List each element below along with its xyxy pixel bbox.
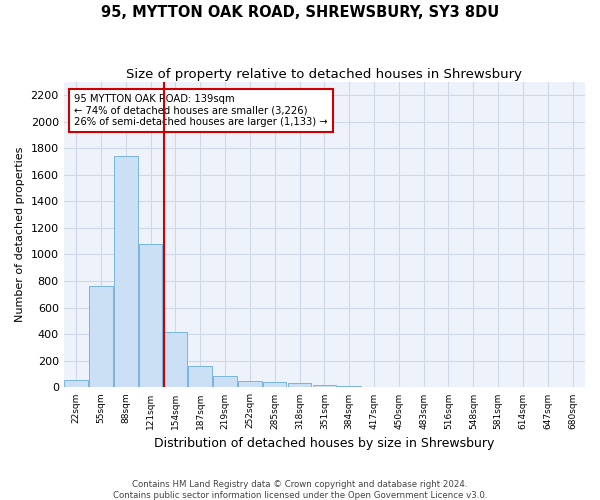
Bar [89,286,113,388]
Bar [362,387,386,388]
Bar [337,386,361,388]
Bar [139,244,163,388]
Title: Size of property relative to detached houses in Shrewsbury: Size of property relative to detached ho… [127,68,523,80]
Text: Contains HM Land Registry data © Crown copyright and database right 2024.
Contai: Contains HM Land Registry data © Crown c… [113,480,487,500]
X-axis label: Distribution of detached houses by size in Shrewsbury: Distribution of detached houses by size … [154,437,494,450]
Bar [164,332,187,388]
Bar [114,156,137,388]
Bar [263,382,286,388]
Bar [238,381,262,388]
Bar [188,366,212,388]
Bar [288,384,311,388]
Bar [213,376,237,388]
Bar [64,380,88,388]
Text: 95, MYTTON OAK ROAD, SHREWSBURY, SY3 8DU: 95, MYTTON OAK ROAD, SHREWSBURY, SY3 8DU [101,5,499,20]
Y-axis label: Number of detached properties: Number of detached properties [15,147,25,322]
Bar [313,385,336,388]
Text: 95 MYTTON OAK ROAD: 139sqm
← 74% of detached houses are smaller (3,226)
26% of s: 95 MYTTON OAK ROAD: 139sqm ← 74% of deta… [74,94,328,127]
